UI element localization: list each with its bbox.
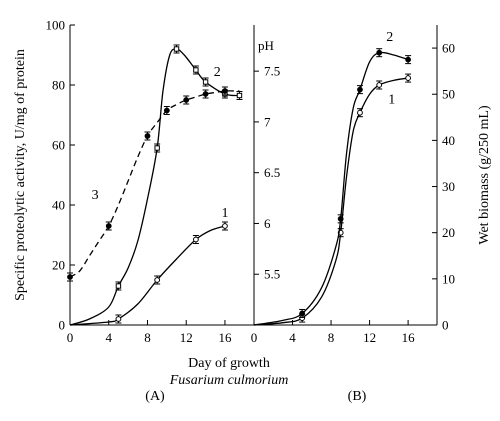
panel-b-x-tick-label: 16: [402, 330, 416, 345]
panel-b-ph-tick-label: 6.5: [264, 165, 280, 180]
panel-a-series-3-point: [163, 107, 170, 114]
panel-b-right-tick-label: 20: [442, 225, 455, 240]
ph-axis-title: pH: [258, 38, 274, 53]
panel-a-series-2-point: [236, 92, 243, 99]
x-axis-title: Day of growth: [188, 356, 270, 371]
panel-b-series-2-label: 2: [386, 30, 393, 45]
panel-b-right-axis-title: Wet biomass (g/250 mL): [477, 105, 492, 245]
panel-a-series-1-point: [115, 316, 122, 322]
panel-a-y-ticks: 0 20 40 60 80 100: [46, 18, 75, 333]
panel-a-series: 1 2 3: [67, 44, 243, 326]
panel-a-x-ticks: 0 4 8 12 16: [67, 320, 232, 345]
panel-a-series-1-line: [69, 225, 226, 326]
panel-b-label: (B): [348, 389, 367, 404]
panel-b-series-1-point: [376, 82, 383, 88]
panel-b-x-tick-label: 12: [363, 330, 376, 345]
panel-a-y-tick-label: 20: [52, 258, 65, 273]
panel-a-y-tick-label: 100: [46, 18, 66, 33]
panel-b-right-tick-label: 0: [442, 318, 449, 333]
panel-a-series-3-label: 3: [92, 188, 99, 203]
panel-a-x-tick-label: 0: [67, 330, 74, 345]
panel-a-series-3-line: [69, 90, 240, 278]
panel-b-series-2-point: [357, 86, 363, 93]
panel-a-series-1: 1: [69, 206, 228, 326]
panel-a-series-2-point: [173, 46, 180, 52]
panel-b-ph-tick-label: 6: [264, 216, 271, 231]
panel-a-series-1-point: [192, 236, 199, 243]
panel-b-x-tick-label: 0: [251, 330, 258, 345]
panel-b-series-1-point: [405, 75, 412, 81]
organism-caption: Fusarium culmorium: [169, 373, 289, 388]
panel-b-series-1-line: [253, 77, 409, 326]
panel-b-series-2: 2: [253, 30, 412, 326]
panel-b-right-tick-label: 40: [442, 133, 455, 148]
panel-a-x-tick-label: 12: [180, 330, 193, 345]
panel-a-x-tick-label: 16: [218, 330, 232, 345]
panel-a-y-tick-label: 40: [52, 198, 65, 213]
panel-a-series-3-point: [222, 88, 228, 94]
panel-b-ph-tick-label: 7: [264, 114, 271, 129]
panel-a-series-3-point: [144, 133, 151, 139]
panel-a-x-tick-label: 4: [105, 330, 112, 345]
panel-b-series-2-point: [376, 49, 383, 56]
panel-a-x-tick-label: 8: [144, 330, 151, 345]
panel-b-right-ticks: 0 10 20 30 40 50 60: [432, 41, 455, 333]
panel-a-series-2: 2: [69, 44, 243, 326]
panel-b-x-ticks: 0 4 8 12 16: [251, 320, 415, 345]
panel-a-y-axis-title: Specific proteolytic activity, U/mg of p…: [13, 49, 28, 301]
panel-b-series-2-point: [405, 56, 412, 63]
panel-b-series-2-point: [299, 310, 306, 317]
panel-a-y-tick-label: 80: [52, 78, 65, 93]
panel-b-ph-ticks: 5.5 6 6.5 7 7.5: [254, 64, 280, 282]
panel-a-series-2-point: [115, 283, 122, 289]
panel-a-label: (A): [145, 389, 165, 404]
panel-b-right-tick-label: 50: [442, 87, 455, 102]
panel-b-x-tick-label: 8: [328, 330, 335, 345]
panel-a-series-3-point: [67, 274, 73, 280]
panel-b-series: 12: [253, 30, 412, 326]
panel-b-series-2-point: [337, 215, 344, 222]
panel-a-series-2-point: [154, 145, 160, 151]
panel-a-series-1-point: [222, 223, 228, 229]
panel-a-series-3-point: [202, 91, 209, 97]
panel-a-series-3-point: [105, 223, 112, 229]
panel-a-y-tick-label: 60: [52, 138, 65, 153]
panel-a-series-2-label: 2: [214, 65, 221, 80]
panel-b-right-tick-label: 60: [442, 41, 455, 56]
panel-b-right-tick-label: 10: [442, 271, 455, 286]
panel-b-series-1-label: 1: [388, 92, 395, 107]
panel-b-series-1: 1: [253, 73, 412, 326]
panel-b-series-1-point: [357, 109, 363, 116]
panel-b-ph-tick-label: 5.5: [264, 267, 280, 282]
panel-b-series-2-line: [253, 51, 409, 326]
panel-b-right-tick-label: 30: [442, 179, 455, 194]
panel-a-series-3: 3: [67, 86, 240, 282]
panel-a-series-3-point: [183, 97, 190, 103]
panel-b-x-tick-label: 4: [289, 330, 296, 345]
panel-a-series-1-point: [154, 277, 161, 283]
panel-a-series-1-label: 1: [221, 206, 228, 221]
panel-a-y-tick-label: 0: [59, 318, 66, 333]
panel-b-ph-tick-label: 7.5: [264, 64, 280, 79]
panel-a-series-2-point: [193, 67, 199, 73]
panel-a-series-2-point: [202, 79, 209, 85]
